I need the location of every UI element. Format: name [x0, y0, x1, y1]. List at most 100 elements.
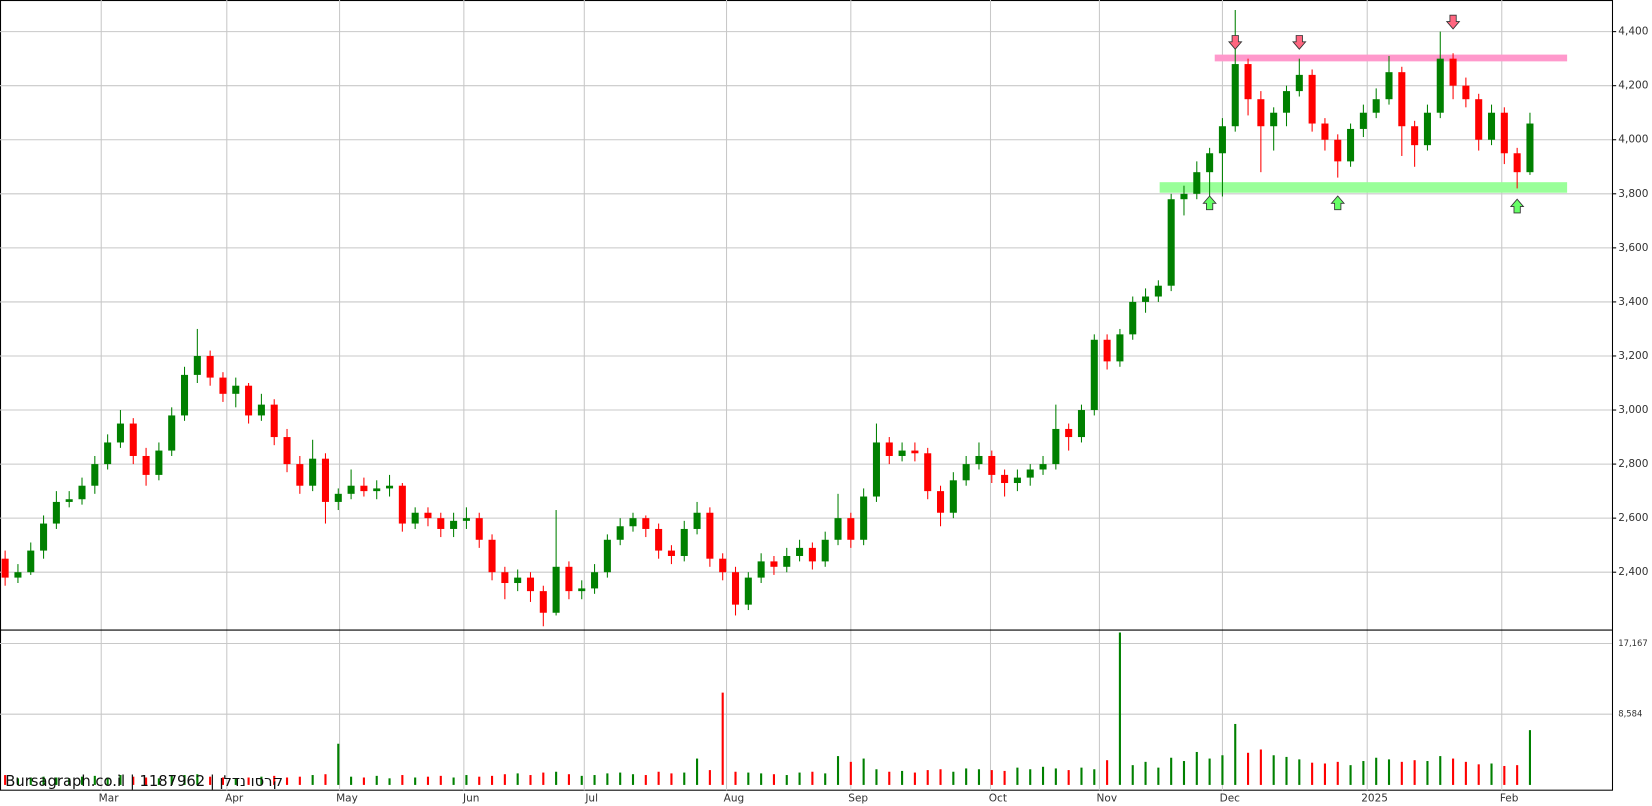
candle-body [796, 547, 804, 556]
candle-body [424, 512, 432, 519]
candle-body [501, 572, 509, 584]
signal-arrow [1228, 35, 1243, 50]
candle-body [193, 355, 201, 375]
candle-body [1372, 99, 1380, 113]
candle-body [744, 577, 752, 605]
candle-body [270, 404, 278, 438]
candle-body [104, 442, 112, 465]
candle-body [78, 485, 86, 500]
volume-tick-label: 8,584 [1618, 709, 1642, 719]
candle-body [1052, 428, 1060, 465]
candle-body [898, 450, 906, 456]
candle-body [219, 377, 227, 394]
candle-body [629, 518, 637, 527]
candle-body [731, 572, 740, 605]
candle-body [1, 558, 9, 578]
x-tick-label: Oct [989, 793, 1007, 805]
candle-body [142, 455, 150, 475]
candle-body [1526, 123, 1534, 173]
candle-body [462, 518, 470, 521]
candle-body [1449, 58, 1457, 86]
candle-body [924, 453, 932, 492]
candle-body [1295, 74, 1303, 92]
candle-body [770, 561, 778, 567]
candle-body [1077, 410, 1086, 438]
y-tick-label: 3,600 [1618, 242, 1648, 254]
candle-body [475, 518, 483, 540]
candle-body [1321, 123, 1329, 140]
x-tick-label: Mar [99, 793, 120, 805]
watermark: Bursagraph.co.il | 1187962 | קרסו נדלן [5, 773, 283, 790]
candle-body [526, 577, 535, 592]
x-tick-label: Feb [1500, 793, 1519, 805]
candle-body [1462, 85, 1470, 100]
price-band [1214, 54, 1568, 62]
candle-body [1116, 334, 1124, 362]
candle-body [296, 464, 304, 486]
signal-arrow [1445, 14, 1461, 30]
candle-body [411, 512, 419, 524]
candle-body [552, 566, 560, 613]
candle-body [488, 539, 496, 573]
candle-body [1244, 64, 1252, 100]
candle-body [1423, 112, 1431, 146]
candle-body [1270, 112, 1278, 127]
y-tick-label: 4,400 [1618, 26, 1648, 38]
candle-body [1334, 139, 1342, 162]
signal-arrow [1202, 195, 1217, 211]
candle-body [1039, 464, 1047, 470]
x-tick-label: Apr [225, 793, 244, 805]
candle-body [975, 455, 983, 465]
y-tick-label: 3,800 [1618, 188, 1648, 200]
candle-body [539, 591, 547, 613]
candle-body [1500, 112, 1508, 154]
y-tick-label: 3,400 [1618, 296, 1648, 308]
candle-body [847, 518, 855, 540]
x-tick-label: Dec [1220, 793, 1241, 805]
plot-frame [0, 0, 1614, 791]
candle-body [386, 485, 394, 489]
candle-body [1013, 477, 1021, 484]
candle-body [1180, 193, 1188, 200]
candle-body [1026, 469, 1034, 478]
candle-body [949, 480, 957, 513]
y-tick-label: 2,400 [1618, 566, 1648, 578]
y-tick-label: 2,600 [1618, 512, 1648, 524]
candle-body [1398, 72, 1406, 127]
candle-body [206, 355, 214, 378]
candle-body [1411, 126, 1419, 146]
candle-body [155, 450, 163, 475]
candle-body [27, 550, 35, 573]
candle-body [872, 442, 880, 497]
candle-body [603, 539, 611, 573]
candle-body [91, 464, 99, 486]
candle-body [1487, 112, 1496, 140]
candle-body [398, 485, 406, 524]
candle-body [1359, 112, 1367, 129]
y-tick-label: 2,800 [1618, 458, 1648, 470]
candle-body [1103, 339, 1111, 362]
candle-body [808, 547, 816, 562]
y-tick-label: 3,000 [1618, 404, 1648, 416]
x-tick-label: Jul [584, 793, 598, 805]
candle-body [1206, 153, 1214, 173]
candle-body [1193, 172, 1201, 194]
candle-body [693, 512, 701, 529]
x-tick-label: Nov [1097, 793, 1118, 805]
candle-body [1065, 428, 1073, 438]
y-tick-label: 3,200 [1618, 350, 1648, 362]
signal-arrow [1330, 195, 1345, 211]
candle-body [514, 577, 522, 584]
candle-body [14, 572, 22, 578]
candle-body [591, 572, 599, 589]
candle-body [616, 526, 624, 540]
candle-body [757, 561, 765, 578]
candle-body [1347, 128, 1355, 162]
candle-body [655, 528, 663, 551]
y-tick-label: 4,000 [1618, 134, 1648, 146]
candle-body [1001, 474, 1009, 484]
candle-body [65, 499, 73, 502]
candle-body [52, 501, 60, 524]
volume-tick-label: 17,167 [1618, 638, 1647, 648]
